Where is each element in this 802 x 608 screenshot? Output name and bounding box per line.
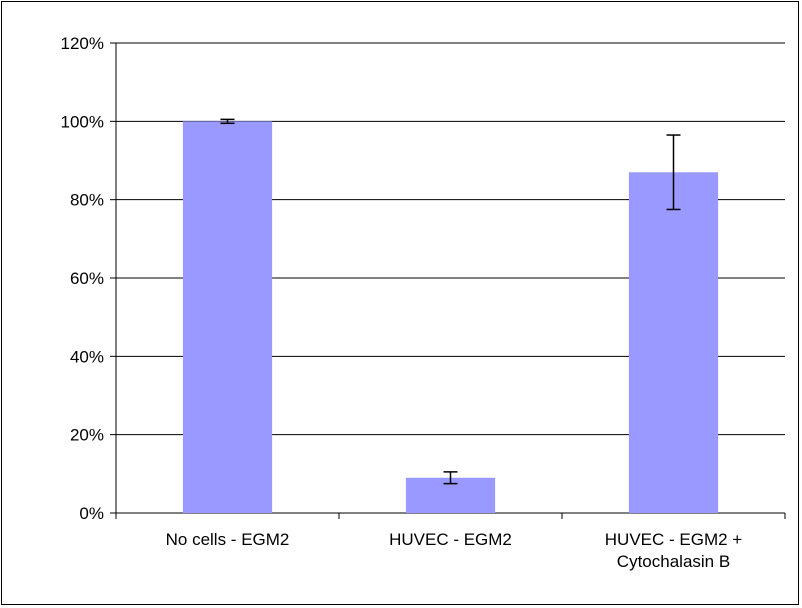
y-tick-label: 40%	[70, 347, 104, 366]
x-tick-label: Cytochalasin B	[617, 552, 730, 571]
bar	[182, 121, 273, 513]
x-tick-label: HUVEC - EGM2 +	[605, 530, 743, 549]
y-tick-label: 20%	[70, 426, 104, 445]
x-tick-label: HUVEC - EGM2	[389, 530, 512, 549]
y-tick-label: 60%	[70, 269, 104, 288]
x-tick-label: No cells - EGM2	[166, 530, 290, 549]
y-tick-label: 80%	[70, 191, 104, 210]
bar	[628, 172, 719, 513]
y-tick-label: 100%	[61, 112, 104, 131]
y-tick-label: 120%	[61, 34, 104, 53]
y-tick-label: 0%	[79, 504, 104, 523]
